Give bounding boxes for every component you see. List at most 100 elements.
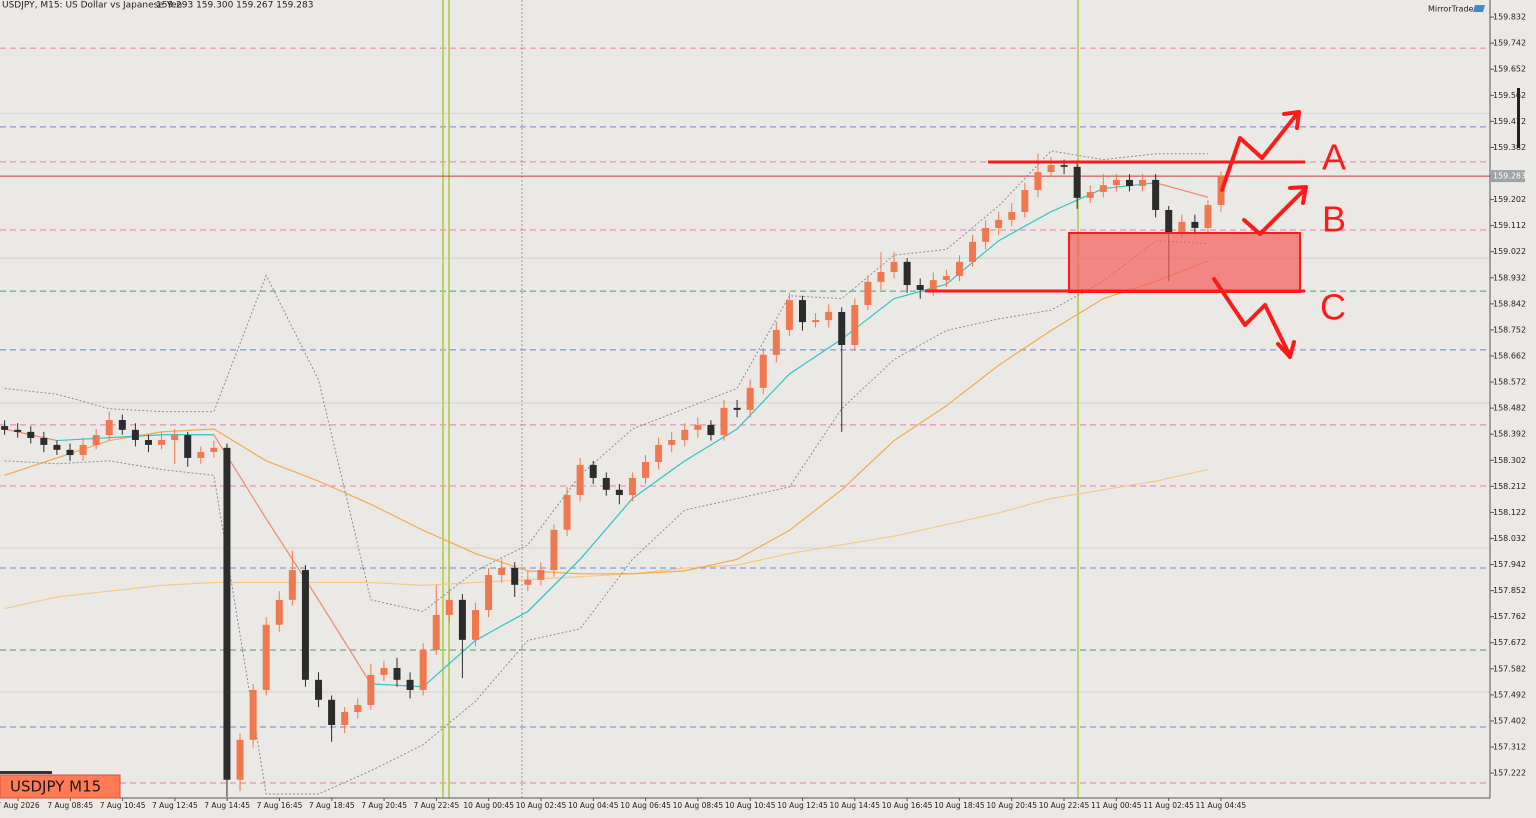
quote: 159.293 159.300 159.267 159.283 [156, 1, 313, 11]
candle-body [341, 711, 349, 726]
candle-body [681, 429, 689, 440]
candle-body [118, 420, 126, 430]
y-tick-label: 157.312 [1493, 743, 1526, 752]
candle-body [1125, 179, 1133, 186]
x-tick-label: 10 Aug 08:45 [673, 801, 724, 810]
price-axis-bg [1490, 0, 1536, 818]
y-tick-label: 159.832 [1493, 13, 1526, 22]
candle-body [916, 285, 924, 290]
candle-body [367, 674, 375, 706]
y-tick-label: 159.652 [1493, 65, 1526, 74]
y-tick-label: 157.492 [1493, 690, 1526, 699]
indicator-line [1155, 182, 1209, 198]
candle-body [66, 449, 74, 456]
candle-body [733, 407, 741, 410]
candle-body [432, 614, 440, 650]
candle-body [1, 426, 9, 430]
candle-body [615, 489, 623, 496]
candle-body [1099, 185, 1107, 193]
candle-body [1112, 179, 1120, 186]
candle-body [315, 679, 323, 700]
candle-body [184, 435, 192, 458]
y-tick-label: 158.842 [1493, 299, 1526, 308]
x-tick-label: 10 Aug 00:45 [463, 801, 514, 810]
x-tick-label: 7 Aug 12:45 [152, 801, 198, 810]
candle-body [864, 281, 872, 306]
candle-body [969, 241, 977, 262]
candle-body [537, 570, 545, 580]
candle-body [354, 705, 362, 712]
y-tick-label: 157.852 [1493, 586, 1526, 595]
x-tick-label: 7 Aug 22:45 [413, 801, 459, 810]
candle-body [903, 261, 911, 286]
symbol-bar [0, 771, 52, 774]
x-tick-label: 10 Aug 18:45 [934, 801, 985, 810]
candle-body [602, 477, 610, 490]
y-tick-label: 157.762 [1493, 612, 1526, 621]
y-tick-label: 158.482 [1493, 404, 1526, 413]
indicator-line [4, 150, 1208, 613]
candle-body [197, 451, 205, 458]
y-tick-label: 158.122 [1493, 508, 1526, 517]
candle-body [1047, 165, 1055, 173]
x-tick-label: 7 Aug 16:45 [257, 801, 303, 810]
label-c: C [1320, 287, 1346, 328]
x-tick-label: 7 Aug 20:45 [361, 801, 407, 810]
candle-body [851, 305, 859, 345]
candle-body [1178, 221, 1186, 233]
candle-body [171, 435, 179, 440]
y-tick-label: 157.222 [1493, 769, 1526, 778]
candle-body [419, 649, 427, 690]
candle-body [995, 219, 1003, 228]
candle-body [210, 447, 218, 452]
label-a: A [1322, 137, 1346, 178]
candle-body [1191, 221, 1199, 228]
candle-body [772, 329, 780, 355]
candles [1, 153, 1225, 797]
y-tick-label: 159.022 [1493, 247, 1526, 256]
candle-body [759, 354, 767, 388]
y-tick-label: 159.202 [1493, 195, 1526, 204]
candle-body [825, 311, 833, 321]
candle-body [1073, 166, 1081, 198]
candle-body [642, 462, 650, 478]
current-price-box [1491, 170, 1525, 183]
y-tick-label: 157.402 [1493, 716, 1526, 725]
x-tick-label: 11 Aug 04:45 [1196, 801, 1247, 810]
candle-body [27, 431, 35, 438]
candle-body [589, 464, 597, 478]
x-tick-label: 7 Aug 14:45 [204, 801, 250, 810]
indicator-line [370, 182, 1156, 688]
candle-body [275, 599, 283, 625]
candle-body [798, 300, 806, 323]
candle-body [668, 439, 676, 445]
candle-body [1165, 210, 1173, 233]
candle-body [694, 424, 702, 430]
candle-body [1139, 179, 1147, 186]
candle-body [92, 435, 100, 445]
arrow-b [1242, 185, 1308, 236]
chart-title: USDJPY, M15: US Dollar vs Japanese Yen [2, 1, 182, 11]
y-tick-label: 159.472 [1493, 117, 1526, 126]
candle-body [14, 429, 22, 432]
candle-body [877, 271, 885, 282]
time-axis-bg [0, 798, 1490, 818]
candle-body [785, 300, 793, 330]
arrow-a [1220, 110, 1301, 192]
y-tick-label: 157.672 [1493, 638, 1526, 647]
x-tick-label: 10 Aug 06:45 [620, 801, 671, 810]
candle-body [393, 667, 401, 680]
zone [1068, 232, 1301, 293]
x-tick-label: 10 Aug 04:45 [568, 801, 619, 810]
scroll-marker [1517, 88, 1520, 148]
candle-body [485, 574, 493, 611]
x-tick-label: 7 Aug 08:45 [47, 801, 93, 810]
candle-body [158, 439, 166, 445]
candle-body [720, 407, 728, 436]
candle-body [982, 227, 990, 242]
y-tick-label: 158.932 [1493, 273, 1526, 282]
candle-body [288, 570, 296, 600]
candle-body [223, 447, 231, 780]
candle-body [655, 444, 663, 462]
y-tick-label: 157.942 [1493, 560, 1526, 569]
